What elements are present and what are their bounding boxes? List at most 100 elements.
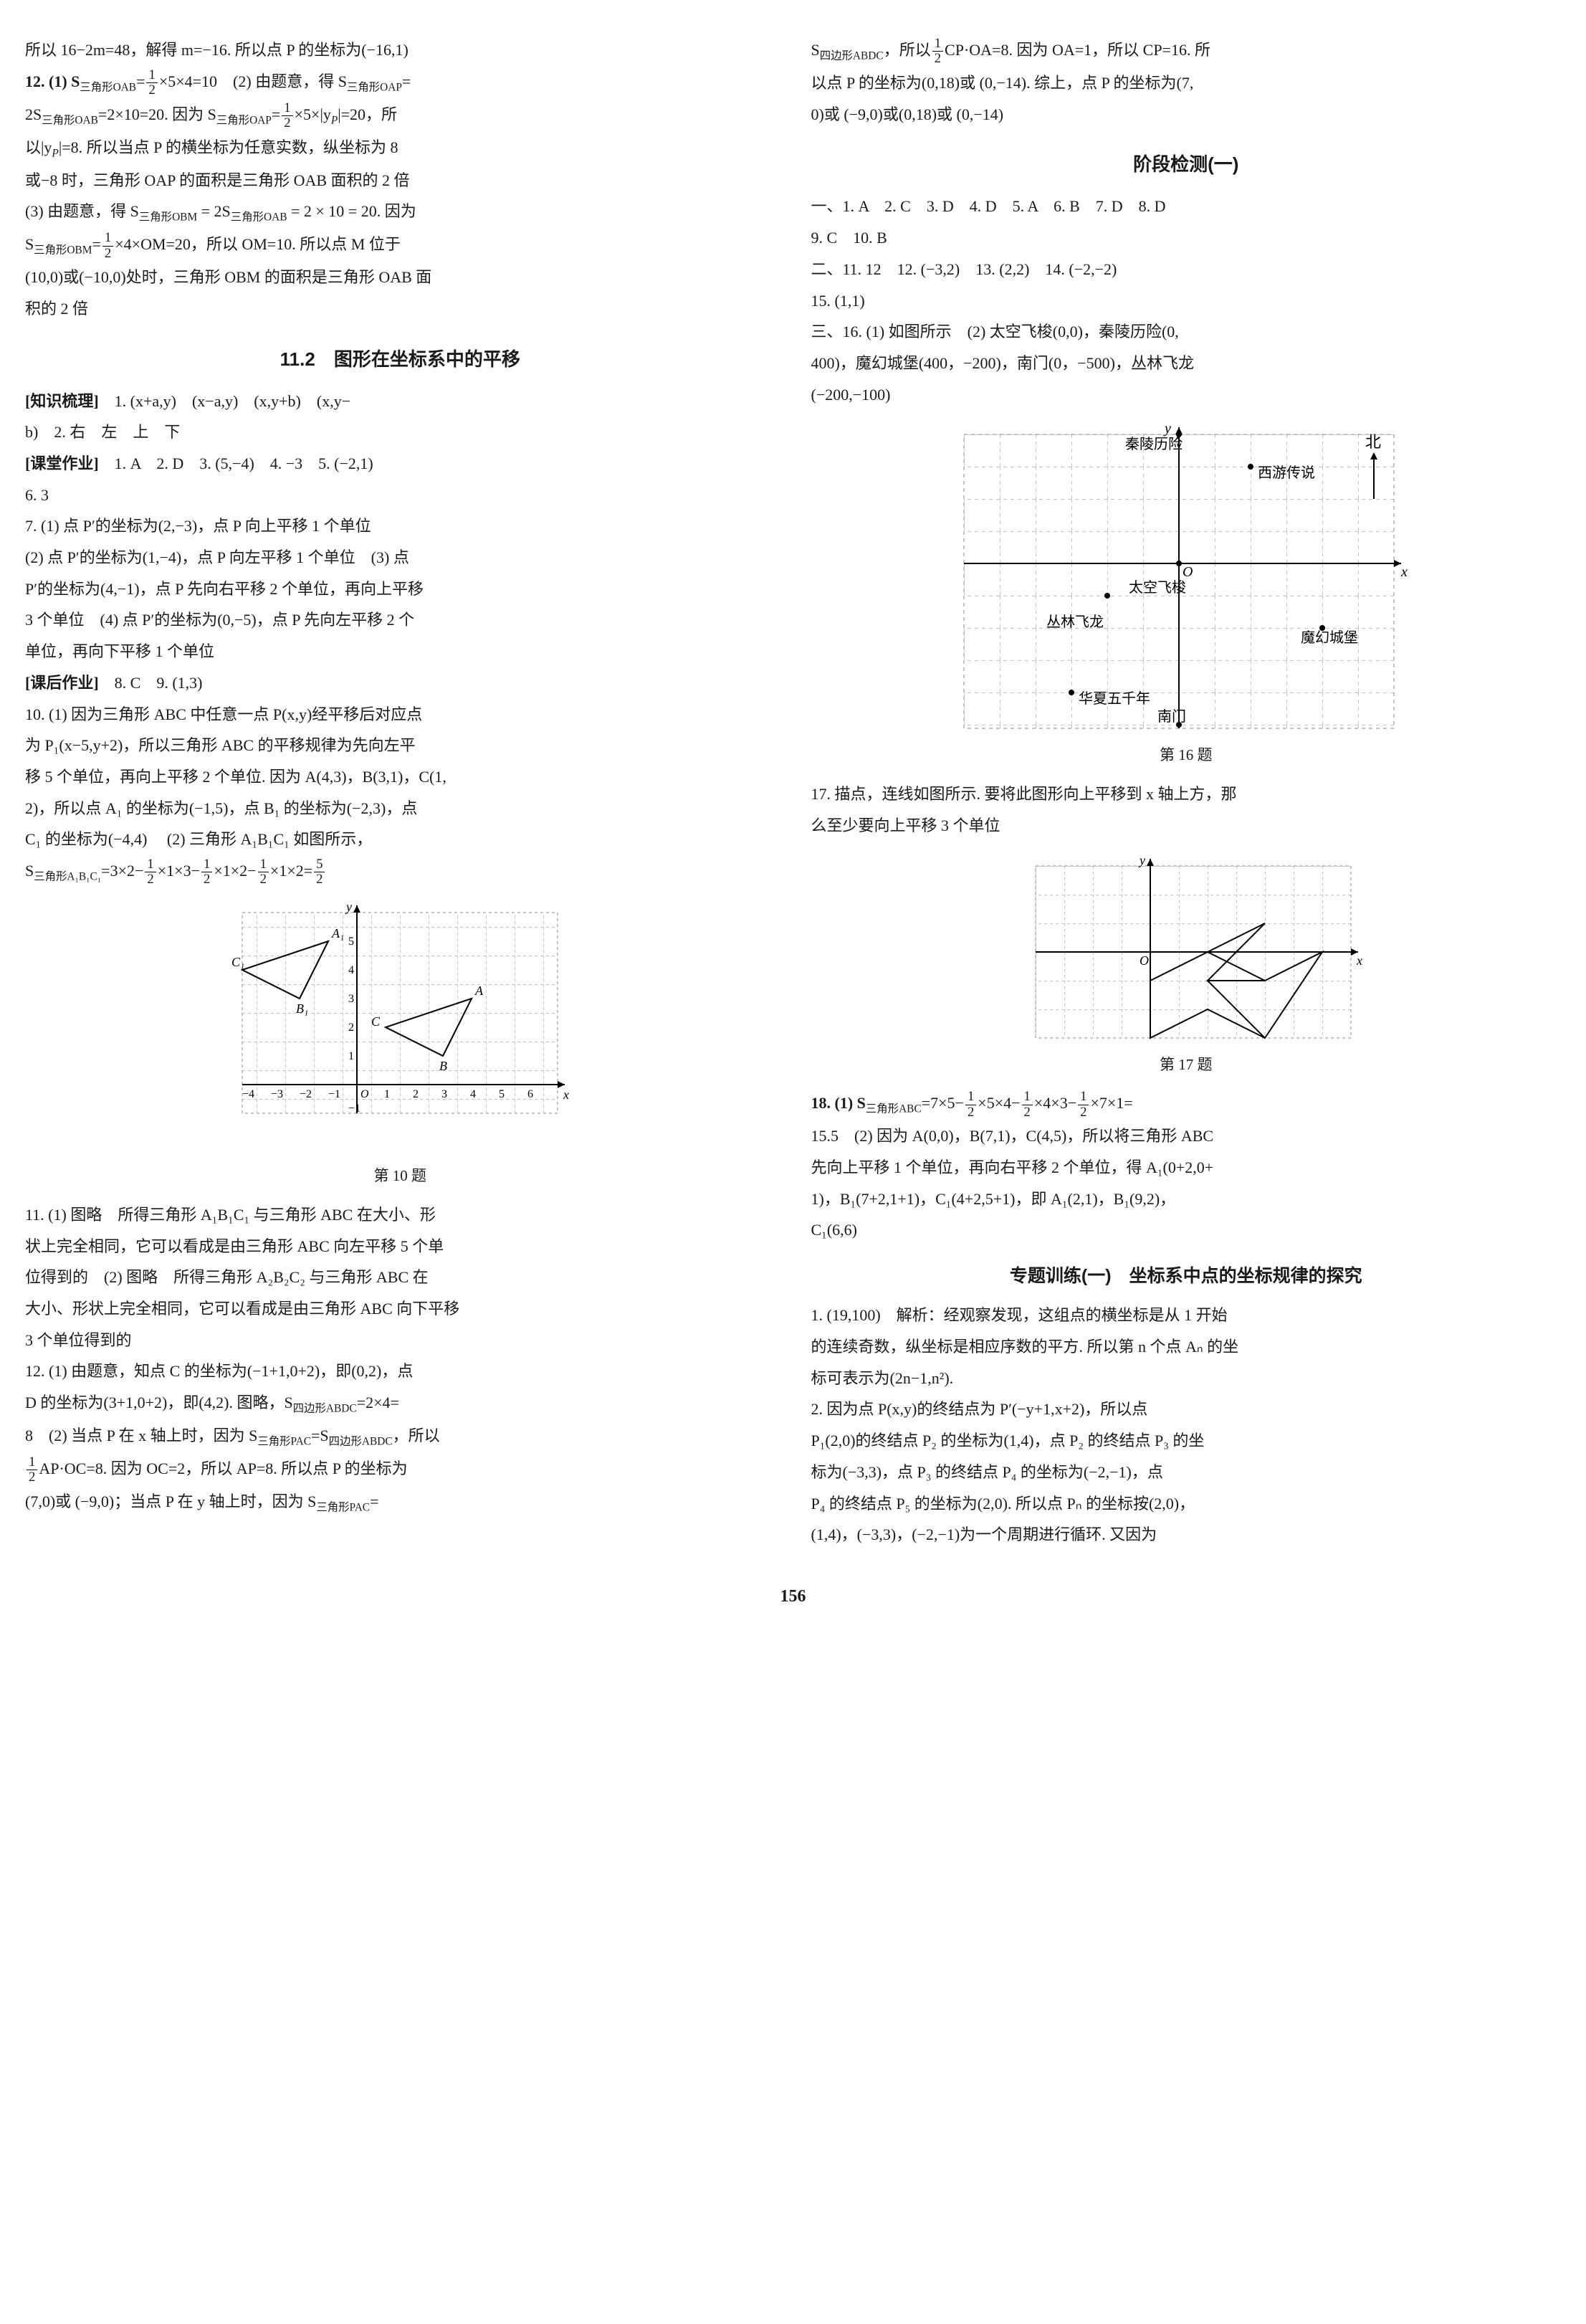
text: 2S	[25, 105, 42, 123]
kehou-line: [课后作业] 8. C 9. (1,3)	[25, 669, 775, 698]
svg-text:y: y	[1138, 853, 1145, 867]
denominator: 2	[282, 116, 292, 131]
fraction-half: 12	[932, 37, 943, 67]
ketang-line1: [课堂作业] 1. A 2. D 3. (5,−4) 4. −3 5. (−2,…	[25, 449, 775, 479]
text-line: (10,0)或(−10,0)处时，三角形 OBM 的面积是三角形 OAB 面	[25, 263, 775, 292]
text: 1. (x+a,y) (x−a,y) (x,y+b) (x,y−	[99, 392, 350, 410]
answer-row: 二、11. 12 12. (−3,2) 13. (2,2) 14. (−2,−2…	[811, 255, 1562, 285]
fraction-half: 12	[258, 857, 269, 887]
text-line: 2. 因为点 P(x,y)的终结点为 P′(−y+1,x+2)，所以点	[811, 1395, 1562, 1424]
svg-text:4: 4	[348, 964, 354, 976]
text-line: 400)，魔幻城堡(400，−200)，南门(0，−500)，丛林飞龙	[811, 349, 1562, 378]
subscript: 三角形A₁B₁C₁	[34, 870, 101, 882]
svg-text:6: 6	[527, 1088, 533, 1100]
page-number: 156	[25, 1581, 1561, 1612]
text: D 的坐标为(3+1,0+2)，即(4,2). 图略，S	[25, 1394, 293, 1411]
text: =	[370, 1492, 378, 1510]
text: =	[92, 235, 101, 253]
numerator: 1	[201, 857, 212, 873]
text-line: (−200,−100)	[811, 381, 1562, 410]
text-line: 标可表示为(2n−1,n²).	[811, 1364, 1562, 1394]
text: (7,0)或 (−9,0)；当点 P 在 y 轴上时，因为 S	[25, 1492, 316, 1510]
numerator: 1	[282, 101, 292, 117]
right-column: S四边形ABDC，所以12CP·OA=8. 因为 OA=1，所以 CP=16. …	[811, 36, 1562, 1552]
subscript: 三角形PAC	[257, 1435, 311, 1447]
r-line1: S四边形ABDC，所以12CP·OA=8. 因为 OA=1，所以 CP=16. …	[811, 36, 1562, 67]
svg-text:太空飞梭: 太空飞梭	[1129, 579, 1186, 596]
answer-row: 一、1. A 2. C 3. D 4. D 5. A 6. B 7. D 8. …	[811, 192, 1562, 222]
figure-17-caption: 第 17 题	[811, 1051, 1562, 1079]
figure-17: x y O 第 17 题	[811, 852, 1562, 1079]
svg-text:−3: −3	[271, 1088, 283, 1100]
text: 18. (1) S	[811, 1094, 866, 1112]
text-line: 或−8 时，三角形 OAP 的面积是三角形 OAB 面积的 2 倍	[25, 166, 775, 196]
q18-line1: 18. (1) S三角形ABC=7×5−12×5×4−12×4×3−12×7×1…	[811, 1089, 1562, 1120]
text: |=8. 所以当点 P 的横坐标为任意实数，纵坐标为 8	[59, 138, 398, 156]
text: S	[25, 235, 34, 253]
svg-text:−2: −2	[300, 1088, 312, 1100]
svg-text:2: 2	[348, 1021, 354, 1034]
svg-text:x: x	[1400, 564, 1408, 580]
q12-line1: 12. (1) S三角形OAB=12×5×4=10 (2) 由题意，得 S三角形…	[25, 67, 775, 98]
text-line: 12. (1) 由题意，知点 C 的坐标为(−1+1,0+2)，即(0,2)，点	[25, 1357, 775, 1386]
section-title-zhuanti: 专题训练(一) 坐标系中点的坐标规律的探究	[811, 1259, 1562, 1292]
figure-17-svg: x y O	[1007, 852, 1365, 1045]
numerator: 1	[145, 857, 156, 873]
fraction-half: 12	[965, 1090, 976, 1120]
q10-line6: S三角形A₁B₁C₁=3×2−12×1×3−12×1×2−12×1×2=52	[25, 857, 775, 887]
svg-text:3: 3	[441, 1088, 447, 1100]
text-line: 11. (1) 图略 所得三角形 A₁B₁C₁ 与三角形 ABC 在大小、形	[25, 1201, 775, 1230]
fraction-half: 12	[1022, 1090, 1033, 1120]
subscript: 三角形OAB	[231, 211, 287, 224]
answer-row: 9. C 10. B	[811, 224, 1562, 253]
subscript: 三角形OAB	[80, 81, 136, 93]
text-line: 3 个单位得到的	[25, 1326, 775, 1356]
text-line: 移 5 个单位，再向上平移 2 个单位. 因为 A(4,3)，B(3,1)，C(…	[25, 763, 775, 792]
text-line: 2)，所以点 A₁ 的坐标为(−1,5)，点 B₁ 的坐标为(−2,3)，点	[25, 794, 775, 824]
text-line: 三、16. (1) 如图所示 (2) 太空飞梭(0,0)，秦陵历险(0,	[811, 318, 1562, 347]
text-line: C₁ 的坐标为(−4,4) (2) 三角形 A₁B₁C₁ 如图所示，	[25, 825, 775, 854]
numerator: 1	[1022, 1090, 1033, 1105]
section-title-jieduan: 阶段检测(一)	[811, 147, 1562, 181]
svg-text:x: x	[563, 1087, 569, 1102]
text: ×4×OM=20，所以 OM=10. 所以点 M 位于	[115, 235, 401, 253]
figure-16-svg: x y O 秦陵历险 西游传说 太空飞梭 丛林飞龙 魔幻城堡 华夏五千年 南门 …	[942, 420, 1430, 735]
text-line: 15.5 (2) 因为 A(0,0)，B(7,1)，C(4,5)，所以将三角形 …	[811, 1122, 1562, 1151]
text: AP·OC=8. 因为 OC=2，所以 AP=8. 所以点 P 的坐标为	[39, 1459, 407, 1477]
numerator: 1	[258, 857, 269, 873]
label: [知识梳理]	[25, 392, 99, 410]
subscript: 三角形OBM	[139, 211, 197, 224]
denominator: 2	[932, 52, 943, 67]
text: S	[25, 862, 34, 880]
text: =S	[311, 1427, 329, 1444]
denominator: 2	[258, 872, 269, 887]
text: ×5×4=10 (2) 由题意，得 S	[159, 72, 347, 90]
fraction-5-2: 52	[314, 857, 325, 887]
svg-text:−1: −1	[328, 1088, 340, 1100]
fraction-half: 12	[1078, 1090, 1089, 1120]
denominator: 2	[965, 1105, 976, 1120]
text: 1. A 2. D 3. (5,−4) 4. −3 5. (−2,1)	[99, 454, 373, 472]
svg-text:西游传说: 西游传说	[1258, 465, 1315, 481]
section-title-11-2: 11.2 图形在坐标系中的平移	[25, 342, 775, 376]
q12-line3: 以|yP|=8. 所以当点 P 的横坐标为任意实数，纵坐标为 8	[25, 133, 775, 164]
svg-text:5: 5	[499, 1088, 505, 1100]
denominator: 2	[145, 872, 156, 887]
text: 以|y	[25, 138, 52, 156]
q12b-line5: (7,0)或 (−9,0)；当点 P 在 y 轴上时，因为 S三角形PAC=	[25, 1487, 775, 1518]
svg-text:北: 北	[1365, 433, 1381, 451]
text: ×1×3−	[158, 862, 200, 880]
text: 8. C 9. (1,3)	[99, 674, 203, 692]
answer-row: 15. (1,1)	[811, 287, 1562, 316]
text-line: 所以 16−2m=48，解得 m=−16. 所以点 P 的坐标为(−16,1)	[25, 36, 775, 65]
subscript: P	[331, 114, 338, 126]
svg-text:B: B	[439, 1059, 447, 1073]
text: ，所以	[884, 41, 931, 59]
figure-16-caption: 第 16 题	[811, 741, 1562, 769]
text-line: 积的 2 倍	[25, 295, 775, 324]
fraction-half: 12	[282, 101, 292, 131]
svg-text:C: C	[371, 1014, 381, 1029]
text-line: 为 P₁(x−5,y+2)，所以三角形 ABC 的平移规律为先向左平	[25, 731, 775, 761]
q12-line2: 2S三角形OAB=2×10=20. 因为 S三角形OAP=12×5×|yP|=2…	[25, 100, 775, 131]
figure-16: x y O 秦陵历险 西游传说 太空飞梭 丛林飞龙 魔幻城堡 华夏五千年 南门 …	[811, 420, 1562, 769]
